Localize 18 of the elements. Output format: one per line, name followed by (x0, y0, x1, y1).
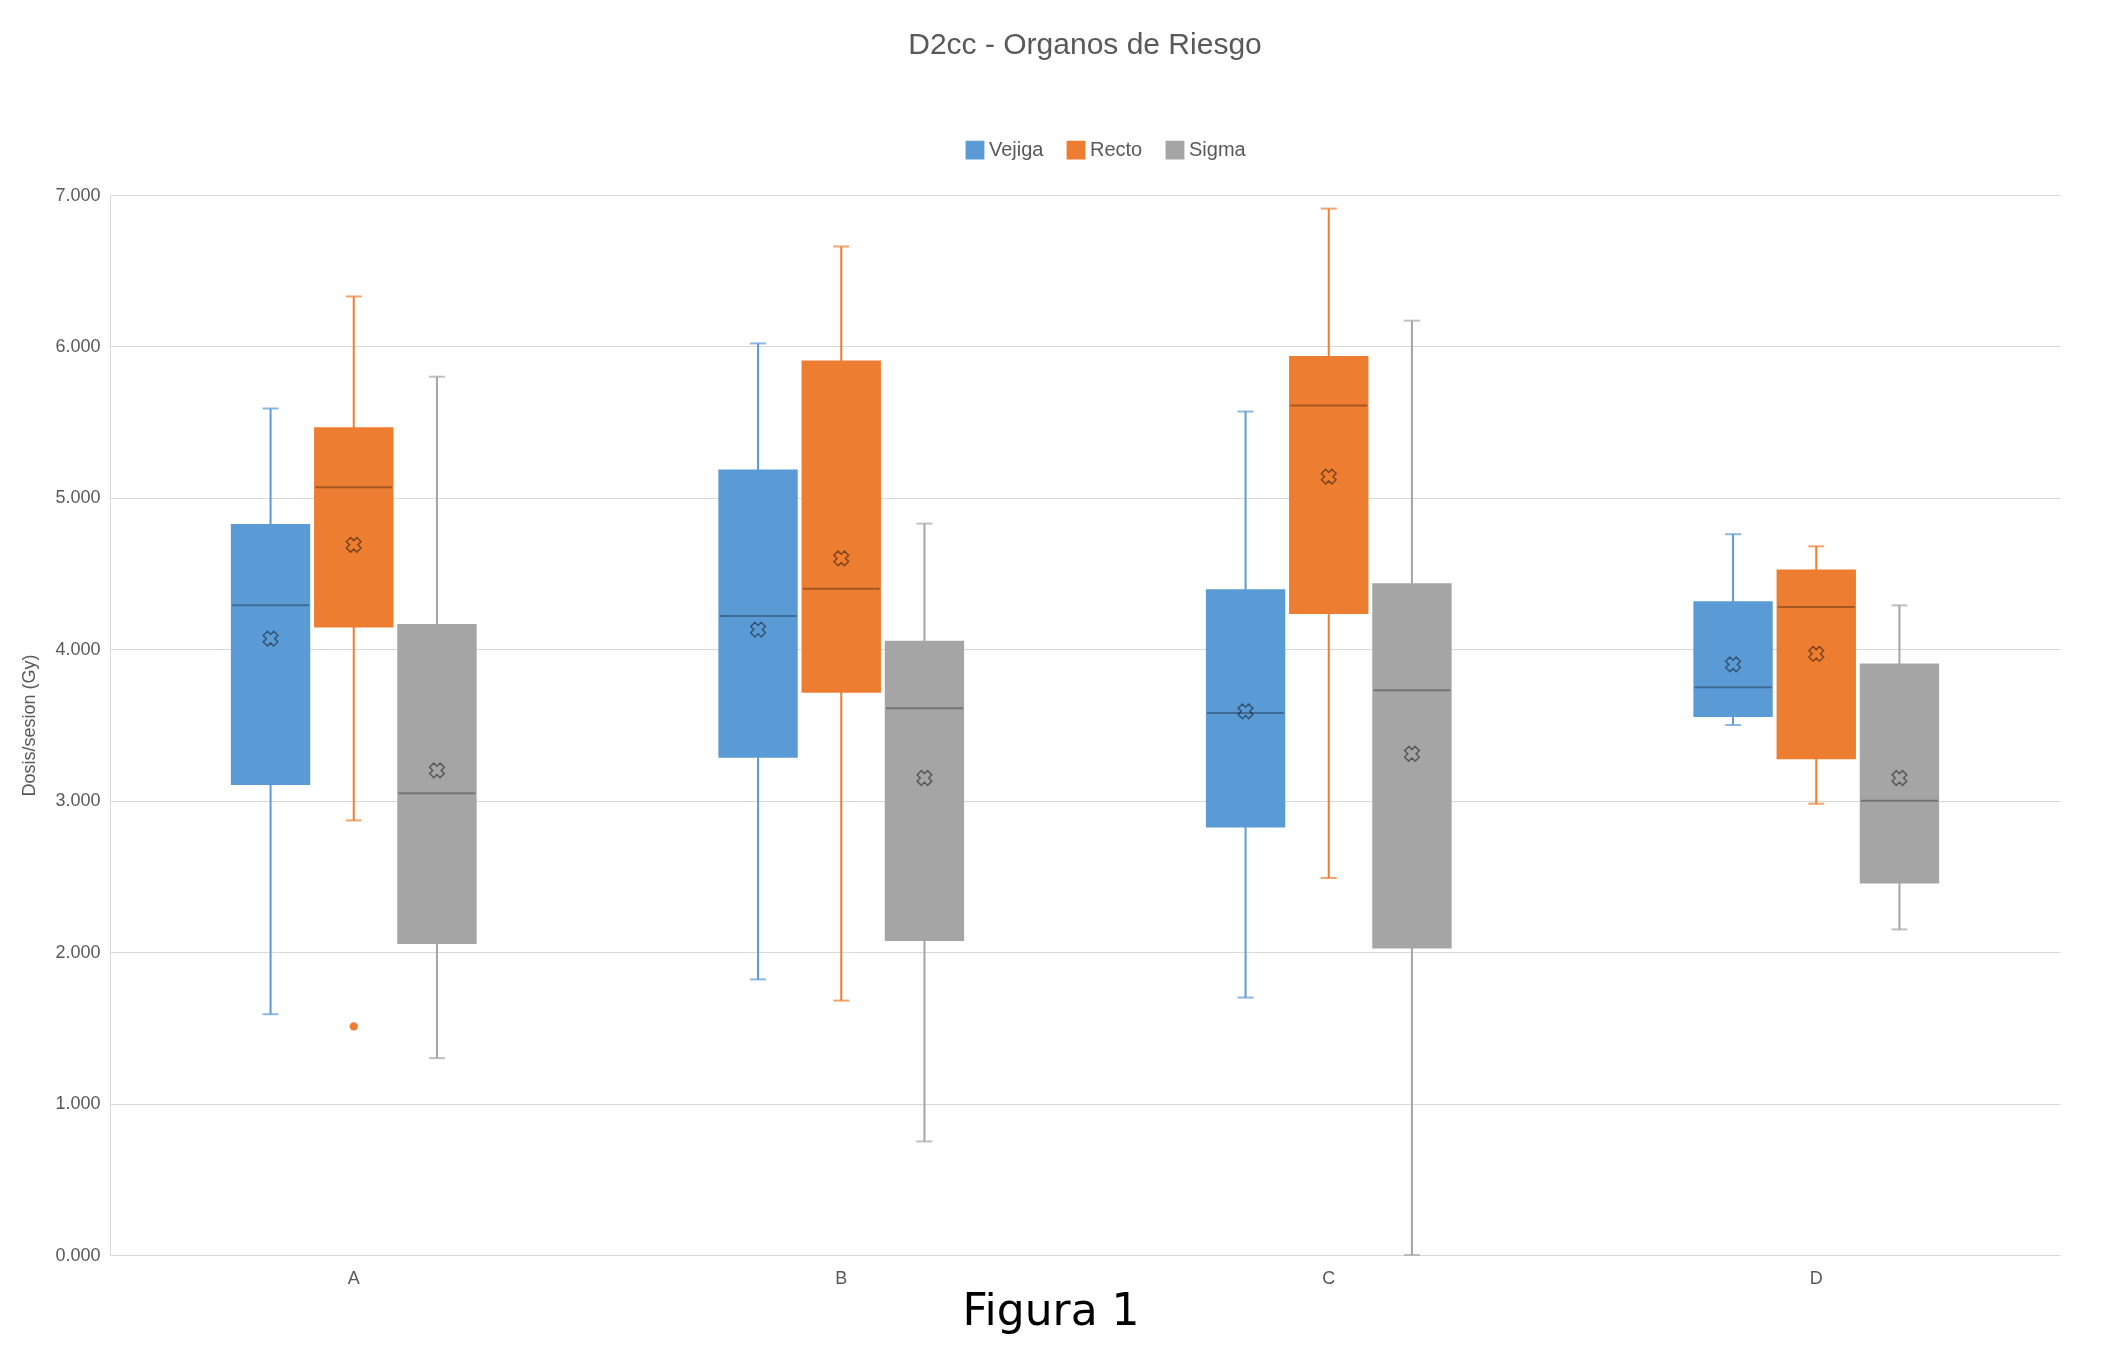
y-tick-label: 7.000 (55, 184, 101, 205)
chart-title: D2cc - Organos de Riesgo (908, 27, 1262, 60)
text: Figura 1 (962, 1284, 1140, 1335)
y-tick-label: 3.000 (55, 790, 101, 811)
y-tick-label: 6.000 (55, 335, 101, 356)
y-axis-title: Dosis/sesion (Gy) (19, 654, 40, 797)
y-tick-label: 2.000 (55, 941, 101, 962)
y-tick-label: 5.000 (55, 487, 101, 508)
legend-label: Vejiga (989, 138, 1045, 161)
y-tick-label: 4.000 (55, 638, 101, 659)
x-tick-label: B (835, 1267, 848, 1288)
y-tick-label: 0.000 (55, 1244, 101, 1265)
x-tick-label: A (347, 1267, 360, 1288)
legend-label: Recto (1090, 138, 1143, 161)
x-tick-label: C (1322, 1267, 1336, 1288)
x-tick-label: D (1809, 1267, 1823, 1288)
y-tick-label: 1.000 (55, 1093, 101, 1114)
legend-label: Sigma (1189, 138, 1247, 161)
